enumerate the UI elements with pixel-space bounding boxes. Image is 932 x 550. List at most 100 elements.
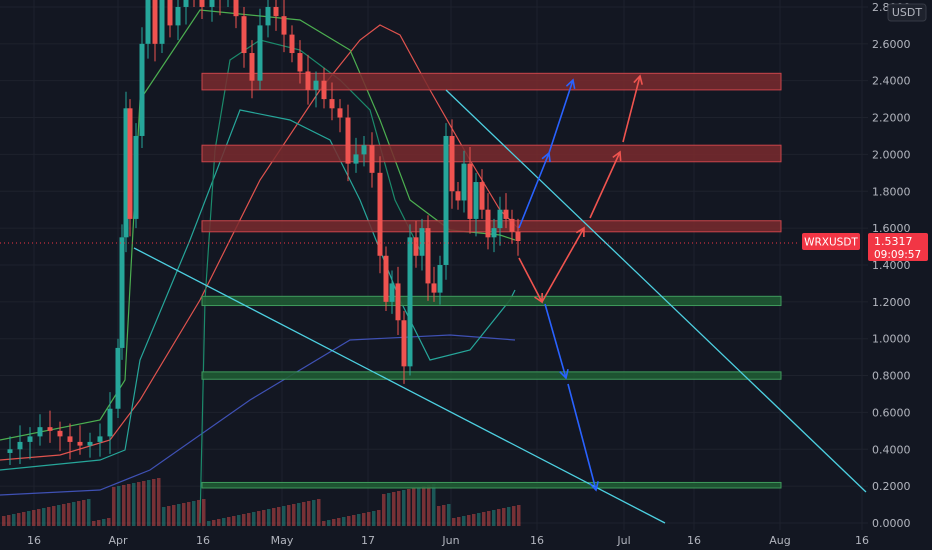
volume-bar [362,513,366,526]
candle-body [413,237,419,256]
x-tick-label: Apr [108,534,128,547]
candle-body [503,209,509,219]
x-tick-label: May [271,534,294,547]
volume-bar [187,502,191,526]
candle-body [437,264,443,293]
bollinger-lower [0,109,516,471]
candle-body [199,0,205,7]
volume-bar [152,479,156,526]
candle-body [369,145,375,173]
volume-bar [107,518,111,526]
volume-bar [387,493,391,526]
volume-bar [32,510,36,526]
candle-body [395,283,401,321]
bull-path-blue-2 [548,79,574,154]
candle-body [123,108,129,238]
x-tick-label: Aug [769,534,790,547]
volume-bar [407,489,411,526]
candle-body [449,135,455,192]
candle-body [443,135,449,265]
volume-bar [517,505,521,526]
volume-bar [62,504,66,526]
volume-bar [352,515,356,526]
candle-body [67,436,73,442]
candle-body [515,231,521,242]
candle-body [17,441,23,450]
support-zone [201,481,782,489]
volume-bar [282,506,286,526]
candle-body [257,25,263,81]
candle-body [329,99,335,109]
bull-path-blue-2-head [565,78,576,89]
pullback-arrow-red [518,257,543,303]
rally-arrow-red-1 [589,151,621,219]
candle-body [473,182,479,219]
volume-bar [297,503,301,526]
candle-body [425,228,431,284]
candle-body [485,209,491,238]
volume-bar [372,511,376,526]
volume-bar [437,506,441,526]
x-tick-label: 16 [687,534,701,547]
candle-body [152,0,158,44]
candle-body [361,145,367,155]
y-tick-label: 0.4000 [872,443,911,456]
symbol-label: WRXUSDT [804,237,858,249]
candle-body [175,6,181,26]
volume-bar [502,508,506,526]
moving-average-blue [0,334,516,496]
volume-bar [202,499,206,526]
candle-body [313,80,319,90]
currency-button[interactable] [887,3,927,22]
volume-bar [457,517,461,526]
volume-bar [512,506,516,526]
bull-path-blue [518,152,550,229]
volume-bar [237,515,241,526]
y-tick-label: 0.6000 [872,406,911,419]
volume-bar [357,514,361,526]
candle-body [509,218,515,232]
volume-bar [182,503,186,526]
volume-bar [382,494,386,526]
bear-arrow-blue-1-head [559,369,569,380]
candle-body [467,163,473,219]
volume-bar [427,485,431,526]
volume-bar [52,506,56,526]
volume-bar [467,515,471,526]
volume-bar [492,510,496,526]
candle-body [389,283,395,302]
candle-body [119,237,125,348]
volume-bar [392,492,396,526]
volume-bar [342,517,346,526]
volume-bar [252,512,256,526]
volume-bar [197,500,201,526]
bounce-arrow-red [541,227,585,303]
y-tick-label: 1.2000 [872,296,911,309]
y-tick-label: 0.2000 [872,480,911,493]
volume-bar [167,506,171,526]
resistance-zone [201,72,782,91]
y-axis: 2.80002.60002.40002.20002.00001.80001.60… [872,1,911,530]
candle-body [407,237,413,367]
trendlines [133,89,867,524]
volume-bar [292,504,296,526]
candle-body [37,427,43,437]
volume-bar [77,501,81,526]
volume-bar [267,509,271,526]
volume-bar [442,505,446,526]
volume-bar [192,501,196,526]
candle-body [107,408,113,437]
candle-body [305,71,311,90]
support-zone [201,371,782,380]
candle-body [133,135,139,219]
volume-bar [417,487,421,526]
volume-bar [272,508,276,526]
candle-body [273,6,279,17]
volume-bar [402,490,406,526]
volume-bar [462,516,466,526]
candle-body [167,0,173,26]
x-tick-label: Jun [441,534,459,547]
volume-bar [2,516,6,526]
volume-bar [207,521,211,526]
